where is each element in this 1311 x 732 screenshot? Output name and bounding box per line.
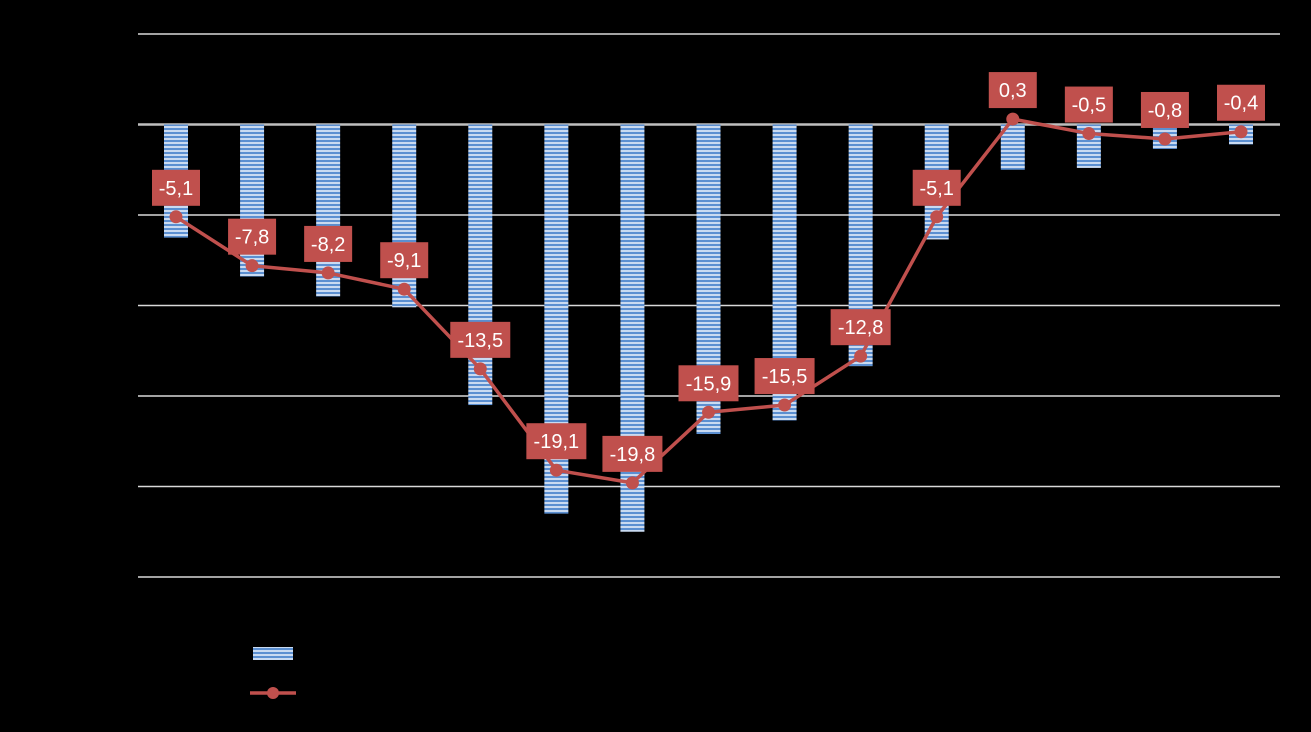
data-label-box <box>988 72 1037 109</box>
data-label-box <box>380 242 429 279</box>
data-label: -0,4 <box>1217 84 1265 121</box>
line-point <box>778 398 792 412</box>
data-label-box <box>152 169 200 206</box>
data-label: -5,1 <box>912 169 961 206</box>
data-label: -15,5 <box>754 358 815 395</box>
data-label-text: -0,5 <box>1072 95 1106 117</box>
data-label-text: -0,8 <box>1148 100 1182 122</box>
line-point <box>169 210 183 224</box>
data-label-text: -15,5 <box>762 366 808 388</box>
data-label-box <box>830 309 891 346</box>
line-point <box>473 362 487 376</box>
data-labels: -5,1 -7,8 -8,2 -9,1 -13,5 -19,1 -19,8 -15,9 -15,… <box>152 72 1265 472</box>
data-label-box <box>912 169 961 206</box>
data-label: -9,1 <box>380 242 429 279</box>
legend-bar-swatch <box>253 647 293 660</box>
line-series <box>169 112 1248 490</box>
data-label: -5,1 <box>152 169 200 206</box>
data-label-text: -13,5 <box>457 330 503 352</box>
data-label-box <box>602 435 663 472</box>
data-label: -8,2 <box>304 225 353 262</box>
data-label-text: -5,1 <box>159 178 193 200</box>
line-point <box>1158 132 1172 146</box>
data-label-text: -19,1 <box>534 431 580 453</box>
data-label-box <box>754 358 815 395</box>
line-point <box>397 282 411 296</box>
line-point <box>854 349 868 363</box>
data-label-text: -19,8 <box>610 444 656 466</box>
data-label-text: -0,4 <box>1224 93 1258 115</box>
data-label: -13,5 <box>450 321 511 358</box>
data-label-text: -12,8 <box>838 317 884 339</box>
line-point <box>245 259 259 273</box>
data-label: -0,8 <box>1140 91 1189 128</box>
legend-line-marker <box>267 687 279 699</box>
line-point <box>321 266 335 280</box>
data-label-text: -5,1 <box>919 178 953 200</box>
data-label-box <box>1140 91 1189 128</box>
data-label-box <box>1217 84 1265 121</box>
data-label: -15,9 <box>678 365 739 402</box>
data-label-box <box>678 365 739 402</box>
line-point <box>549 463 563 477</box>
line-point <box>930 210 944 224</box>
line-point <box>1234 125 1248 139</box>
data-label-box <box>228 218 277 255</box>
bar-mark <box>392 124 417 308</box>
line-point <box>702 405 715 419</box>
data-label: -19,8 <box>602 435 663 472</box>
data-label: -12,8 <box>830 309 891 346</box>
data-label-box <box>450 321 511 358</box>
data-label-text: 0,3 <box>999 80 1027 102</box>
data-label-box <box>304 225 353 262</box>
bar-mark <box>1000 124 1025 170</box>
data-label-text: -7,8 <box>235 227 269 249</box>
line-point <box>625 476 639 490</box>
line-point <box>1082 127 1096 141</box>
bar-series <box>164 124 1253 532</box>
data-label: -0,5 <box>1064 86 1113 123</box>
data-label: -7,8 <box>228 218 277 255</box>
data-label: 0,3 <box>988 72 1037 109</box>
data-label-text: -8,2 <box>311 234 345 256</box>
legend <box>250 647 296 699</box>
data-label-text: -15,9 <box>686 373 732 395</box>
data-label-box <box>1064 86 1113 123</box>
data-label-box <box>526 423 587 460</box>
data-label-text: -9,1 <box>387 250 421 272</box>
data-label: -19,1 <box>526 423 587 460</box>
line-point <box>1006 112 1020 126</box>
